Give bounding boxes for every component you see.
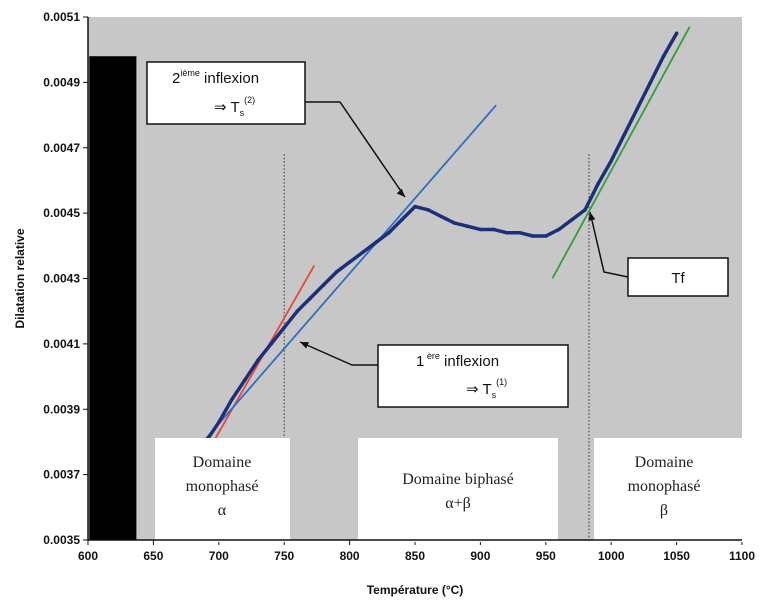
- data-point: [217, 420, 221, 425]
- region-label: α: [218, 502, 227, 519]
- data-point: [413, 204, 417, 209]
- y-tick-label: 0.0041: [43, 337, 80, 351]
- second-inflexion-box: [146, 61, 306, 125]
- annotation-arrow: [589, 211, 629, 278]
- data-point: [308, 296, 313, 300]
- data-point: [609, 159, 613, 163]
- first-inflexion-line1: 1 ère inflexion: [416, 351, 499, 370]
- data-series: [203, 31, 679, 444]
- y-tick-label: 0.0037: [43, 468, 80, 482]
- x-tick-label: 800: [340, 549, 360, 563]
- first-inflexion-box: [377, 344, 569, 408]
- x-tick-label: 1100: [729, 549, 755, 563]
- region-label: Domaine: [635, 454, 694, 471]
- region-label: β: [660, 502, 668, 519]
- data-point: [243, 378, 247, 382]
- data-point: [622, 132, 627, 137]
- y-axis-ticks: 0.0035 0.0037 0.0039 0.0041 0.0043 0.0045 0.00…: [43, 10, 88, 547]
- data-point: [295, 309, 300, 313]
- data-point: [230, 397, 234, 402]
- data-point: [530, 234, 535, 238]
- data-point: [544, 234, 548, 238]
- data-point: [439, 214, 443, 219]
- data-point: [452, 221, 457, 225]
- domain-regions: Domaine monophasé α Domaine biphasé α+β Domai…: [155, 438, 750, 542]
- data-point: [491, 227, 496, 232]
- x-tick-label: 650: [143, 549, 163, 563]
- y-tick-label: 0.0035: [43, 533, 80, 547]
- data-point: [321, 283, 326, 287]
- data-point: [504, 230, 509, 235]
- data-point: [387, 230, 391, 235]
- annotations: 2ième inflexion ⇒ Ts(2) 1 ère inflexion ⇒ T…: [146, 61, 729, 408]
- arrow-head: [300, 342, 309, 349]
- data-point: [478, 227, 483, 232]
- second-inflexion-line2: ⇒ Ts(2): [214, 95, 255, 118]
- x-tick-label: 1000: [598, 549, 625, 563]
- tangent-line: [551, 26, 691, 279]
- data-point: [269, 342, 273, 346]
- data-point: [570, 217, 574, 222]
- data-point: [334, 270, 339, 274]
- data-point: [583, 208, 587, 212]
- x-axis-ticks: 600 650 700 750 800 850 900 950 1000 1050 1100: [78, 540, 755, 563]
- x-tick-label: 600: [78, 549, 98, 563]
- region-box: [155, 438, 290, 542]
- region-label: α+β: [445, 495, 471, 512]
- tf-box: [627, 257, 729, 297]
- data-point: [517, 230, 522, 235]
- first-inflexion-line2: ⇒ Ts(1): [466, 377, 507, 400]
- data-point: [674, 31, 679, 36]
- data-point: [596, 181, 600, 186]
- x-tick-label: 900: [470, 549, 490, 563]
- data-point: [635, 106, 640, 111]
- data-point: [426, 208, 430, 212]
- arrow-head: [588, 212, 596, 221]
- x-axis-label: Température (°C): [367, 583, 464, 597]
- data-point: [256, 358, 260, 363]
- annotation-arrow: [305, 101, 406, 198]
- y-tick-label: 0.0045: [43, 206, 80, 220]
- x-tick-label: 700: [209, 549, 229, 563]
- data-point: [282, 325, 287, 330]
- data-point: [661, 54, 666, 59]
- region-label: monophasé: [628, 478, 701, 495]
- x-tick-label: 850: [405, 549, 425, 563]
- x-tick-label: 750: [274, 549, 294, 563]
- y-tick-label: 0.0039: [43, 402, 80, 416]
- region-label: Domaine biphasé: [402, 471, 514, 488]
- region-label: monophasé: [186, 478, 259, 495]
- data-point: [360, 250, 365, 255]
- x-tick-label: 1050: [663, 549, 690, 563]
- data-point: [465, 224, 470, 228]
- x-tick-label: 950: [536, 549, 556, 563]
- data-point: [557, 227, 561, 232]
- y-tick-label: 0.0051: [43, 10, 80, 24]
- y-tick-label: 0.0049: [43, 75, 80, 89]
- y-tick-label: 0.0047: [43, 141, 80, 155]
- annotation-arrow: [299, 341, 378, 366]
- y-axis-label: Dilatation relative: [13, 228, 27, 328]
- data-point: [648, 80, 653, 85]
- region-label: Domaine: [193, 454, 252, 471]
- tf-label: Tf: [671, 270, 685, 287]
- tangent-line: [205, 104, 497, 440]
- second-inflexion-line1: 2ième inflexion: [172, 68, 259, 87]
- region-box: [594, 438, 750, 542]
- data-point: [347, 260, 352, 264]
- y-tick-label: 0.0043: [43, 272, 80, 286]
- data-point: [373, 240, 378, 245]
- data-point: [400, 217, 404, 222]
- left-dark-band: [89, 56, 137, 540]
- region-box: [358, 438, 558, 542]
- arrow-head: [396, 188, 405, 197]
